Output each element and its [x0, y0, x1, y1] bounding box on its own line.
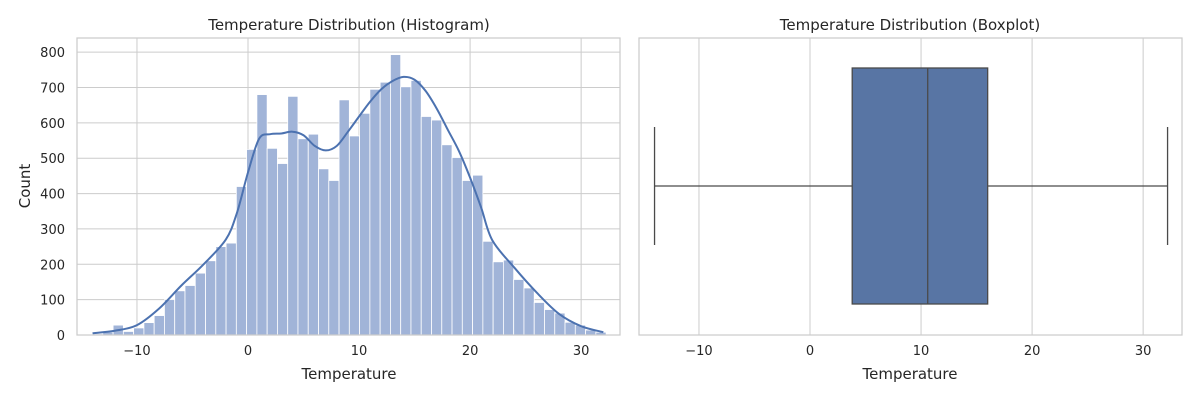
boxplot-x-tick-label: 30	[1135, 344, 1152, 359]
boxplot-x-tick-label: 20	[1024, 344, 1041, 359]
histogram-bar	[369, 88, 381, 336]
histogram-bar	[513, 279, 525, 336]
kde-curve	[92, 75, 604, 335]
histogram-bar	[503, 259, 515, 336]
histogram-x-tick-label: 30	[573, 344, 590, 359]
histogram-y-tick-label: 200	[40, 258, 65, 273]
histogram-bar	[564, 321, 576, 336]
histogram-x-tick-label: 10	[351, 344, 368, 359]
histogram-bar	[153, 315, 165, 336]
boxplot-x-tick-label: −10	[685, 344, 712, 359]
boxplot-frame	[638, 37, 1183, 336]
histogram-bar	[174, 290, 186, 336]
histogram-y-tick-label: 300	[40, 223, 65, 238]
histogram-y-tick-label: 500	[40, 152, 65, 167]
histogram-bar	[420, 116, 432, 336]
histogram-bar	[338, 99, 350, 336]
histogram-x-tick-label: −10	[123, 344, 150, 359]
boxplot-x-tick-label: 0	[806, 344, 814, 359]
histogram-y-tick-label: 100	[40, 294, 65, 309]
histogram-bar	[390, 54, 402, 336]
histogram-bar	[461, 180, 473, 336]
boxplot-x-tick-label: 10	[913, 344, 930, 359]
histogram-bar	[297, 138, 309, 336]
boxplot-x-axis-label: Temperature	[861, 365, 957, 383]
histogram-bar	[328, 180, 340, 336]
histogram-y-tick-labels: 0 100 200 300 400 500 600 700 800	[40, 46, 65, 344]
histogram-bar	[164, 299, 176, 336]
histogram-bar	[133, 327, 145, 336]
histogram-bar	[359, 112, 371, 336]
histogram-bar	[431, 119, 443, 336]
histogram-bar	[348, 135, 361, 336]
histogram-bar	[533, 302, 545, 336]
histogram-bars	[92, 54, 607, 336]
histogram-x-axis-label: Temperature	[300, 365, 396, 383]
histogram-title: Temperature Distribution (Histogram)	[207, 16, 490, 34]
histogram-bar	[318, 168, 330, 336]
histogram-bar	[256, 94, 268, 336]
histogram-bar	[194, 272, 206, 336]
histogram-bar	[277, 163, 289, 336]
histogram-bar	[205, 260, 217, 336]
histogram-y-tick-label: 400	[40, 188, 65, 203]
histogram-y-axis-label: Count	[16, 164, 34, 209]
histogram-x-tick-label: 20	[462, 344, 479, 359]
histogram-bar	[523, 287, 535, 336]
histogram-bar	[184, 285, 196, 336]
histogram-x-tick-labels: −10 0 10 20 30	[123, 344, 589, 359]
boxplot-panel: Temperature Distribution (Boxplot) −10 0 1…	[638, 16, 1183, 383]
histogram-y-tick-label: 0	[57, 329, 65, 344]
histogram-bar	[379, 81, 391, 336]
histogram-bar	[246, 148, 258, 336]
boxplot-title: Temperature Distribution (Boxplot)	[779, 16, 1040, 34]
histogram-y-tick-label: 600	[40, 117, 65, 132]
histogram-bar	[400, 86, 412, 336]
histogram-bar	[482, 240, 494, 336]
histogram-bar	[441, 144, 453, 336]
histogram-frame	[76, 37, 621, 336]
boxplot-x-tick-labels: −10 0 10 20 30	[685, 344, 1151, 359]
histogram-bar	[307, 133, 319, 336]
histogram-bar	[544, 309, 556, 336]
histogram-panel: Temperature Distribution (Histogram) −10…	[16, 16, 621, 383]
histogram-bar	[410, 80, 422, 336]
histogram-y-tick-label: 700	[40, 82, 65, 97]
histogram-bar	[492, 261, 504, 336]
histogram-bar	[266, 147, 278, 336]
histogram-y-tick-label: 800	[40, 46, 65, 61]
histogram-bar	[215, 246, 227, 336]
histogram-bar	[143, 322, 155, 336]
iqr-box	[851, 67, 989, 305]
histogram-bar	[451, 157, 463, 336]
histogram-x-tick-label: 0	[244, 344, 252, 359]
histogram-bar	[225, 242, 237, 336]
